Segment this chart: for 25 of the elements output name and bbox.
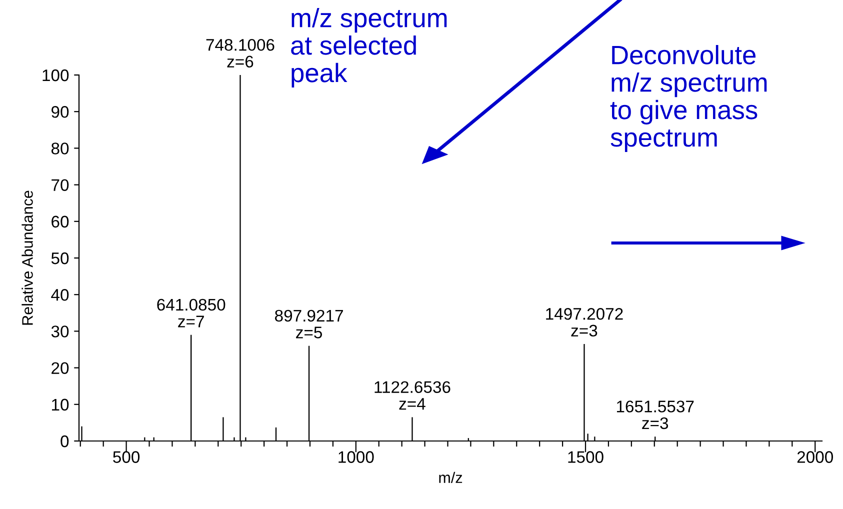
- y-tick-label: 60: [52, 216, 69, 228]
- annotation: m/z spectrum at selected peak: [291, 8, 447, 88]
- x-tick-label: 500: [113, 451, 140, 463]
- y-tick-label: 70: [52, 179, 69, 192]
- y-tick-label: 50: [51, 252, 69, 264]
- y-tick-label: 80: [51, 142, 69, 154]
- x-tick-label: 1500: [568, 451, 604, 463]
- y-tick-label: 100: [42, 69, 69, 82]
- x-tick-label: 2000: [797, 451, 833, 463]
- y-tick-label: 20: [52, 362, 69, 374]
- y-tick-label: 10: [52, 398, 69, 411]
- y-tick-label: 30: [51, 326, 69, 338]
- annotation: 1122.6536 z=4: [374, 381, 450, 410]
- annotation: 1497.2072 z=3: [546, 308, 623, 337]
- y-tick-label: 40: [51, 289, 69, 301]
- x-tick-label: 1000: [338, 451, 374, 463]
- y-tick-label: 0: [60, 435, 69, 448]
- annotation: 1651.5537 z=3: [616, 400, 694, 430]
- y-tick-label: 90: [52, 106, 69, 118]
- annotation: 641.0850 z=7: [157, 298, 226, 328]
- annotation: Deconvolute m/z spectrum to give mass spectrum: [610, 45, 767, 152]
- annotation: 897.9217 z=5: [275, 310, 343, 338]
- x-axis-title: m/z: [439, 472, 462, 484]
- annotation: 748.1006 z=6: [206, 38, 274, 68]
- y-axis-title: Relative Abundance: [22, 190, 33, 325]
